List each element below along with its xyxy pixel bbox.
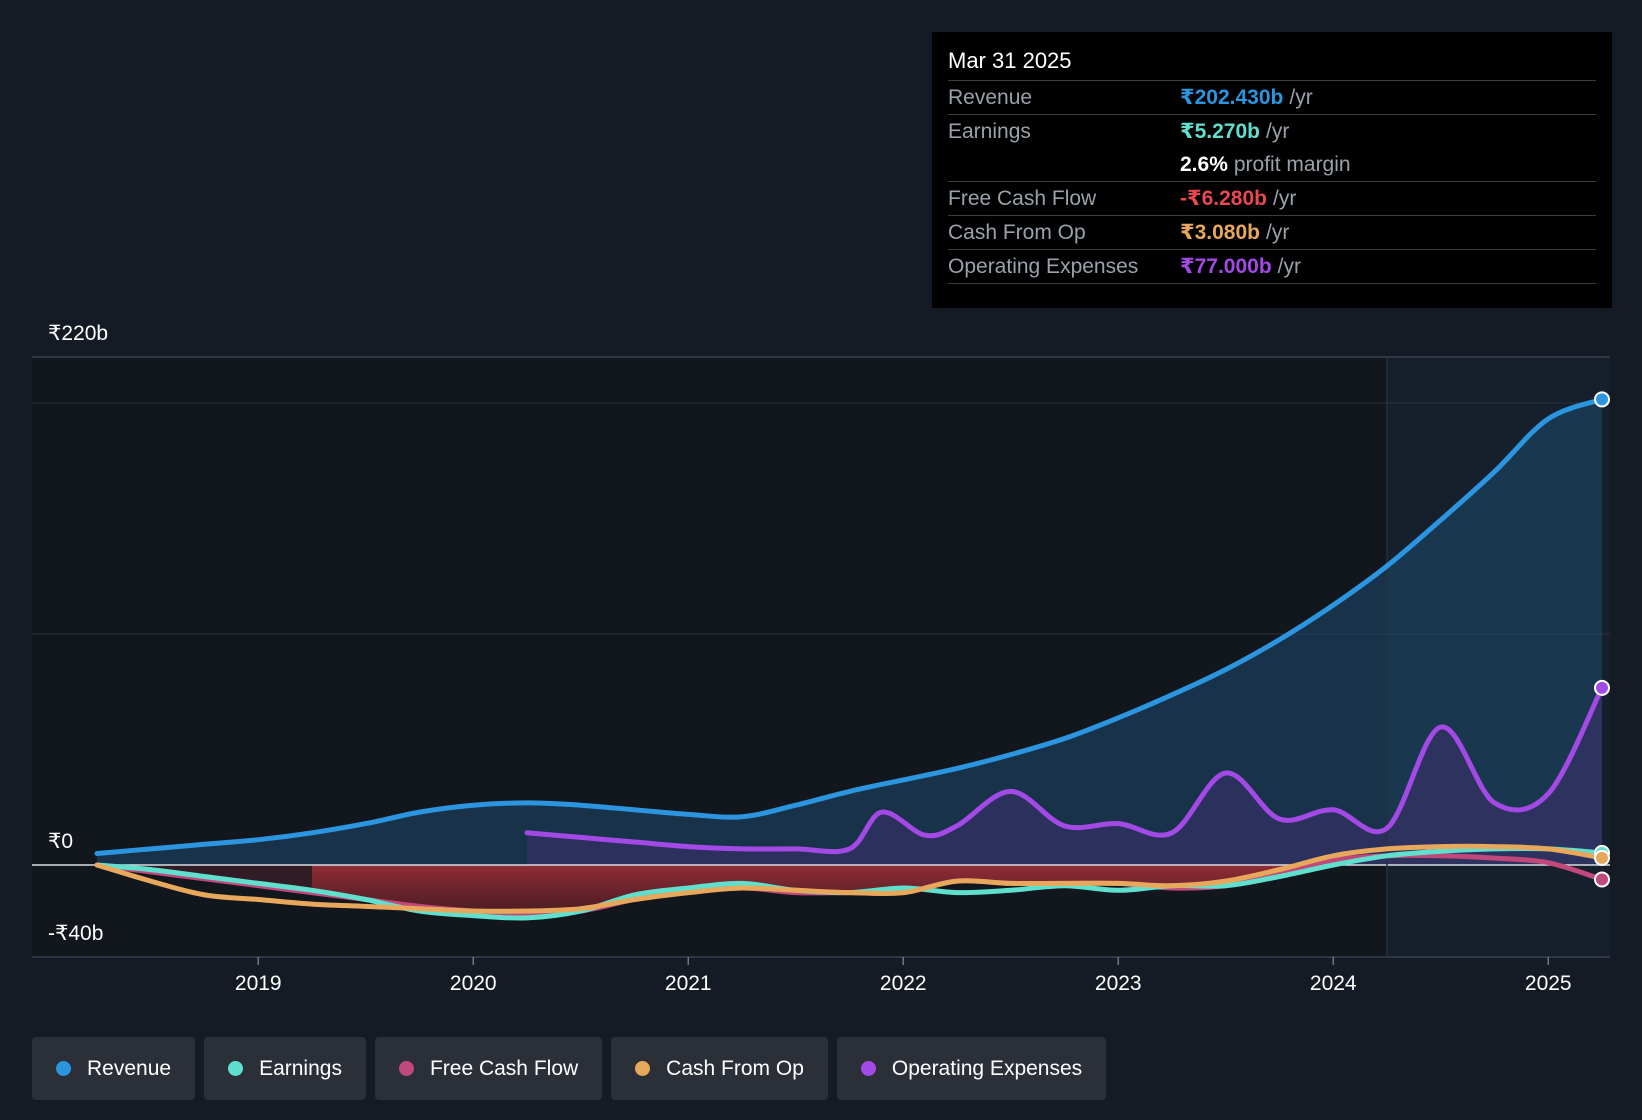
tooltip-value: ₹5.270b — [1180, 120, 1260, 143]
legend-operating-expenses[interactable]: Operating Expenses — [836, 1037, 1107, 1100]
x-tick-label: 2019 — [235, 972, 282, 995]
tooltip-unit: /yr — [1266, 220, 1290, 244]
tooltip-label: Earnings — [948, 119, 1031, 143]
tooltip-row-opex: Operating Expenses ₹77.000b /yr — [948, 249, 1596, 284]
tooltip-label: Operating Expenses — [948, 254, 1139, 278]
tooltip-row-margin: 2.6% profit margin — [948, 148, 1596, 181]
legend-earnings[interactable]: Earnings — [204, 1037, 366, 1100]
tooltip-date: Mar 31 2025 — [948, 48, 1072, 73]
area-revenue — [97, 399, 1602, 865]
legend-label: Free Cash Flow — [429, 1056, 579, 1080]
x-tick-label: 2023 — [1095, 972, 1142, 995]
tooltip-value: 2.6% — [1180, 152, 1228, 176]
tooltip-unit: /yr — [1266, 119, 1290, 143]
area-fcf-negative — [312, 860, 1334, 914]
tooltip-row-cfo: Cash From Op ₹3.080b /yr — [948, 215, 1596, 249]
endpoint-revenue — [1594, 391, 1610, 408]
tooltip-row-revenue: Revenue ₹202.430b /yr — [948, 80, 1596, 114]
legend-revenue[interactable]: Revenue — [32, 1037, 196, 1100]
tooltip-unit: /yr — [1277, 254, 1301, 278]
data-tooltip: Mar 31 2025 Revenue ₹202.430b /yr Earnin… — [932, 32, 1612, 308]
y-label-top: ₹220b — [48, 322, 108, 345]
legend-dot-icon — [635, 1061, 651, 1076]
line-opex — [524, 685, 1605, 855]
x-tick-label: 2020 — [450, 972, 497, 995]
tooltip-row-fcf: Free Cash Flow -₹6.280b /yr — [948, 181, 1596, 215]
x-tick-label: 2025 — [1525, 972, 1572, 995]
endpoint-opex — [1594, 679, 1610, 696]
x-tick-label: 2021 — [665, 972, 712, 995]
legend-dot-icon — [56, 1061, 71, 1076]
legend-cash-from-op[interactable]: Cash From Op — [611, 1037, 828, 1100]
tooltip-unit: /yr — [1272, 186, 1297, 210]
x-tick-label: 2024 — [1310, 972, 1357, 995]
tooltip-label: Free Cash Flow — [948, 186, 1097, 210]
tooltip-unit: /yr — [1289, 85, 1313, 109]
tooltip-value: -₹6.280b — [1180, 187, 1267, 210]
endpoint-fcf — [1594, 871, 1610, 888]
line-revenue — [94, 396, 1605, 856]
legend-label: Earnings — [259, 1056, 342, 1080]
legend-label: Operating Expenses — [891, 1056, 1083, 1080]
legend-label: Cash From Op — [666, 1056, 804, 1080]
y-label-zero: ₹0 — [48, 830, 73, 853]
legend-dot-icon — [860, 1061, 876, 1076]
legend-dot-icon — [228, 1061, 244, 1076]
tooltip-value: ₹202.430b — [1180, 86, 1284, 109]
chart-legend: Revenue Earnings Free Cash Flow Cash Fro… — [32, 1037, 1107, 1100]
y-label-bottom: -₹40b — [48, 922, 103, 945]
tooltip-value: ₹3.080b — [1180, 221, 1260, 244]
line-cfo — [94, 843, 1605, 914]
x-tick-label: 2022 — [880, 972, 927, 995]
legend-free-cash-flow[interactable]: Free Cash Flow — [374, 1037, 603, 1100]
tooltip-unit: profit margin — [1233, 152, 1351, 176]
tooltip-label: Revenue — [948, 85, 1033, 109]
tooltip-row-earnings: Earnings ₹5.270b /yr — [948, 114, 1596, 148]
legend-label: Revenue — [87, 1056, 172, 1080]
tooltip-label: Cash From Op — [948, 220, 1086, 244]
tooltip-value: ₹77.000b — [1180, 255, 1272, 278]
endpoint-cfo — [1594, 849, 1610, 866]
legend-dot-icon — [398, 1061, 414, 1076]
area-opex — [527, 687, 1602, 865]
